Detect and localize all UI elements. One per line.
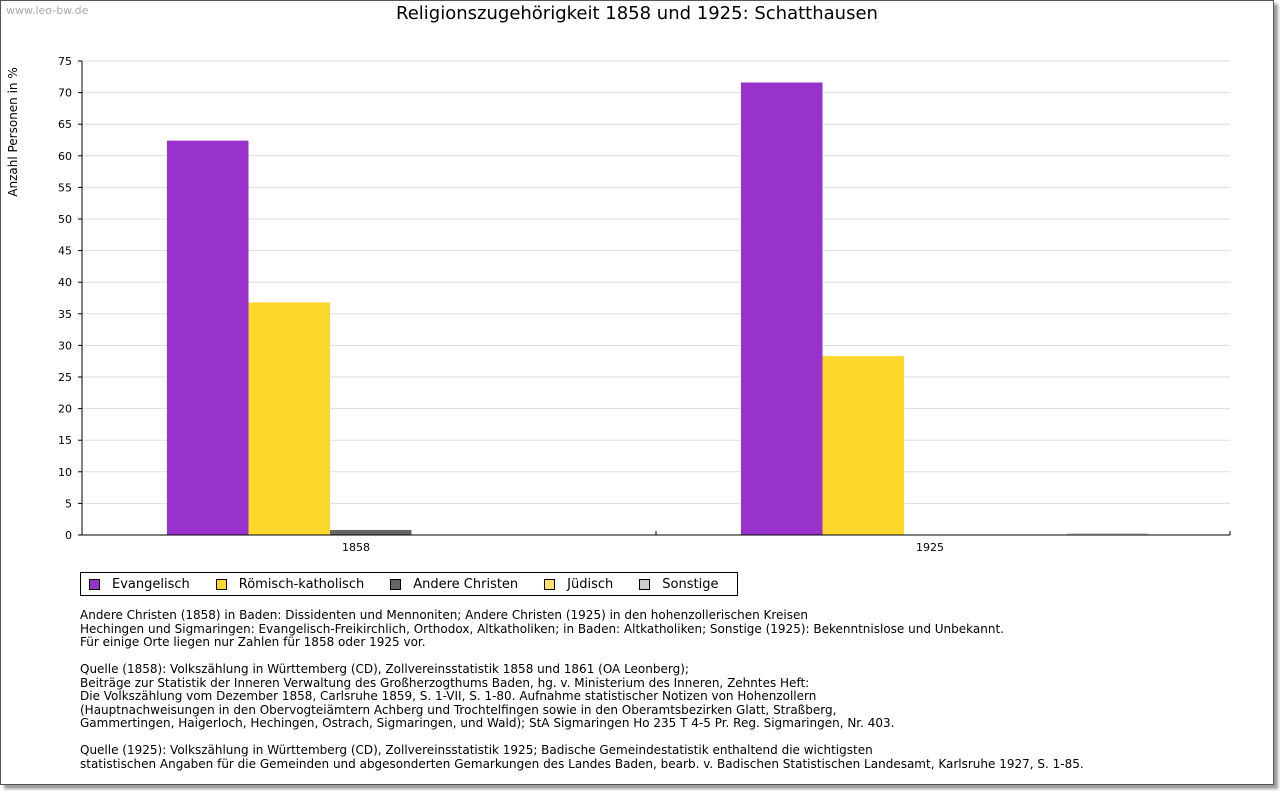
y-tick-label: 20 bbox=[58, 403, 72, 416]
y-tick-label: 40 bbox=[58, 276, 72, 289]
bar-r-misch-katholisch-1858 bbox=[248, 302, 330, 535]
x-tick-label: 1858 bbox=[342, 541, 370, 554]
y-tick-label: 30 bbox=[58, 339, 72, 352]
chart-notes: Andere Christen (1858) in Baden: Disside… bbox=[80, 608, 1260, 785]
bar-evangelisch-1925 bbox=[741, 82, 823, 535]
y-tick-label: 0 bbox=[65, 529, 72, 542]
bar-chart: 0 5 10 15 20 25 30 35 40 45 50 55 60 65 70 75 Anzahl Per… bbox=[6, 55, 1231, 554]
legend-label: Evangelisch bbox=[112, 576, 190, 592]
x-tick-label: 1925 bbox=[916, 541, 944, 554]
y-tick-label: 45 bbox=[58, 245, 72, 258]
y-tick-label: 35 bbox=[58, 308, 72, 321]
y-tick-label: 50 bbox=[58, 213, 72, 226]
legend-swatch bbox=[639, 578, 651, 590]
legend-label: Römisch-katholisch bbox=[238, 576, 365, 592]
legend-item: Evangelisch bbox=[89, 577, 190, 592]
y-tick-label: 10 bbox=[58, 466, 72, 479]
legend-swatch bbox=[390, 578, 402, 590]
bar-andere-christen-1858 bbox=[330, 529, 412, 535]
legend-label: Jüdisch bbox=[567, 576, 614, 592]
y-tick-label: 70 bbox=[58, 87, 72, 100]
legend-swatch bbox=[89, 578, 100, 590]
y-tick-label: 75 bbox=[58, 55, 72, 68]
bar-sonstige-1925 bbox=[1067, 533, 1149, 535]
chart-title: Religionszugehörigkeit 1858 und 1925: Sc… bbox=[396, 3, 878, 24]
chart-legend: Evangelisch Römisch-katholisch Andere Chri… bbox=[80, 572, 738, 596]
y-axis-label: Anzahl Personen in % bbox=[6, 67, 20, 197]
y-tick-label: 25 bbox=[58, 371, 72, 384]
note-categories: Andere Christen (1858) in Baden: Disside… bbox=[80, 608, 1004, 649]
legend-item: Römisch-katholisch bbox=[215, 576, 365, 592]
y-tick-label: 65 bbox=[58, 118, 72, 131]
y-tick-label: 55 bbox=[58, 181, 72, 194]
legend-swatch bbox=[544, 578, 556, 590]
bar-evangelisch-1858 bbox=[167, 140, 249, 535]
watermark: www.leo-bw.de bbox=[6, 4, 89, 17]
legend-item: Andere Christen bbox=[390, 577, 518, 592]
legend-label: Sonstige bbox=[662, 576, 719, 592]
y-tick-label: 5 bbox=[65, 497, 72, 510]
legend-item: Sonstige bbox=[639, 577, 718, 592]
y-tick-label: 15 bbox=[58, 434, 72, 447]
note-source-1925: Quelle (1925): Volkszählung in Württembe… bbox=[80, 743, 1084, 771]
legend-item: Jüdisch bbox=[544, 577, 613, 592]
note-source-1858: Quelle (1858): Volkszählung in Württembe… bbox=[80, 662, 895, 730]
bar-r-misch-katholisch-1925 bbox=[822, 356, 904, 535]
legend-label: Andere Christen bbox=[413, 576, 519, 592]
legend-swatch bbox=[215, 578, 227, 590]
y-tick-label: 60 bbox=[58, 150, 72, 163]
